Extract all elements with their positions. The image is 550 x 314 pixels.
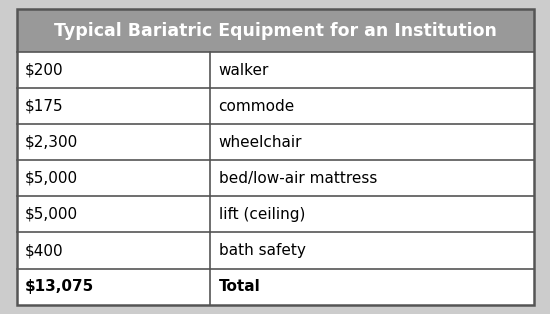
Text: $2,300: $2,300 bbox=[25, 135, 78, 150]
Text: $400: $400 bbox=[25, 243, 63, 258]
Bar bbox=[16, 197, 534, 232]
Text: lift (ceiling): lift (ceiling) bbox=[218, 207, 305, 222]
Bar bbox=[16, 268, 534, 305]
Text: $175: $175 bbox=[25, 99, 63, 114]
Text: Total: Total bbox=[218, 279, 260, 294]
Bar bbox=[16, 52, 534, 88]
Text: commode: commode bbox=[218, 99, 295, 114]
Bar bbox=[16, 124, 534, 160]
Text: $200: $200 bbox=[25, 63, 63, 78]
Bar bbox=[16, 232, 534, 268]
Text: bed/low-air mattress: bed/low-air mattress bbox=[218, 171, 377, 186]
Text: $5,000: $5,000 bbox=[25, 171, 78, 186]
Text: wheelchair: wheelchair bbox=[218, 135, 302, 150]
Bar bbox=[16, 9, 534, 52]
Bar bbox=[16, 160, 534, 197]
Text: Typical Bariatric Equipment for an Institution: Typical Bariatric Equipment for an Insti… bbox=[53, 22, 497, 40]
Text: $5,000: $5,000 bbox=[25, 207, 78, 222]
Bar bbox=[16, 88, 534, 124]
Text: walker: walker bbox=[218, 63, 269, 78]
Text: $13,075: $13,075 bbox=[25, 279, 94, 294]
Text: bath safety: bath safety bbox=[218, 243, 305, 258]
